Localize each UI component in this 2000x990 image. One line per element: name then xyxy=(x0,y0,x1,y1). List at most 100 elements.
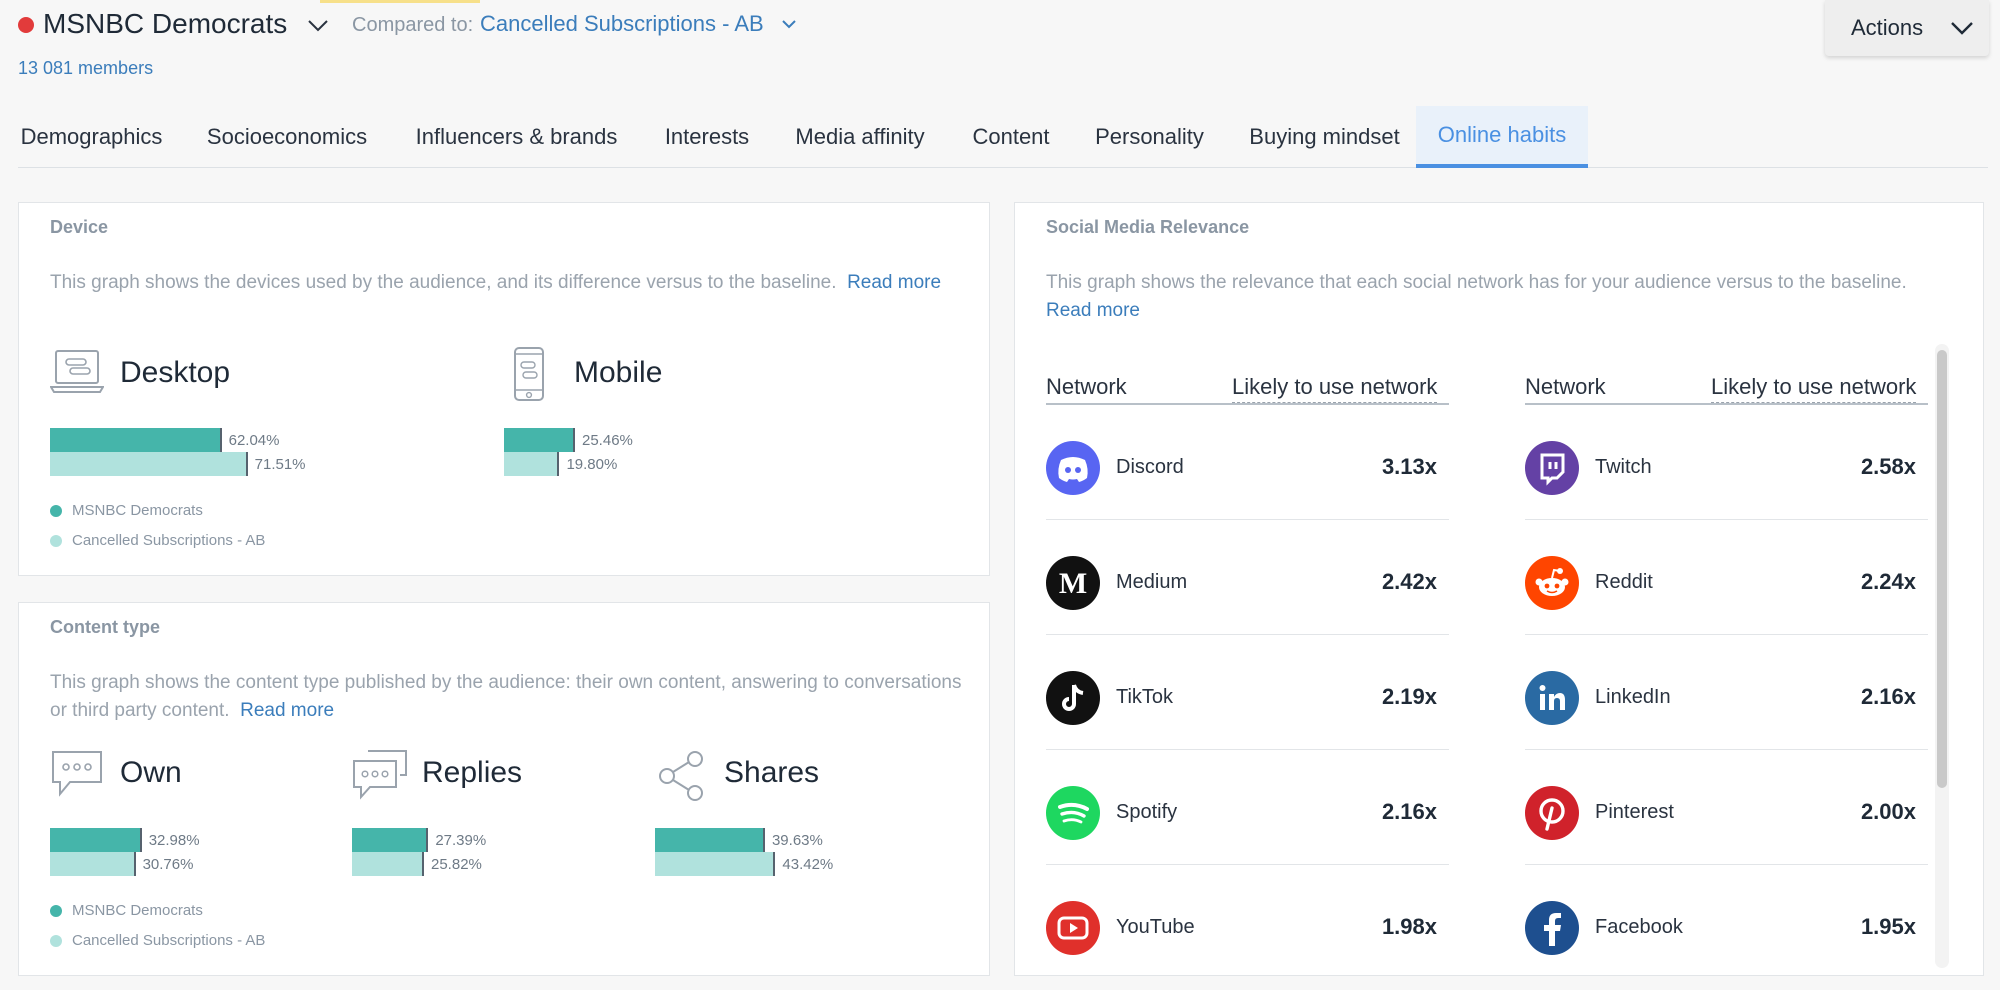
read-more-link[interactable]: Read more xyxy=(240,700,335,721)
column-header-likely[interactable]: Likely to use network xyxy=(1711,374,1917,403)
shares-bar-primary xyxy=(655,828,764,852)
tab-content[interactable]: Content xyxy=(972,124,1050,149)
mobile-bar-primary xyxy=(504,428,574,452)
tab-demographics[interactable]: Demographics xyxy=(20,124,163,149)
members-count[interactable]: 13 081 members xyxy=(18,58,154,78)
speech-bubble-icon xyxy=(52,751,102,797)
tiktok-icon xyxy=(1046,671,1100,725)
shares-bar-baseline xyxy=(655,852,775,876)
bar-end-tick xyxy=(426,828,429,852)
legend-item-baseline: Cancelled Subscriptions - AB xyxy=(50,532,265,549)
tab-media-affinity[interactable]: Media affinity xyxy=(795,124,925,149)
card-description: This graph shows the devices used by the… xyxy=(50,269,970,297)
tab-personality[interactable]: Personality xyxy=(1095,124,1204,149)
conversation-icon xyxy=(353,750,407,800)
chevron-down-icon[interactable] xyxy=(780,15,798,33)
share-icon xyxy=(659,751,703,801)
legend-label: MSNBC Democrats xyxy=(72,902,203,919)
network-row-tiktok[interactable]: TikTok 2.19x xyxy=(1046,635,1449,750)
network-row-spotify[interactable]: Spotify 2.16x xyxy=(1046,750,1449,865)
legend-dot xyxy=(50,934,62,947)
network-row-twitch[interactable]: Twitch 2.58x xyxy=(1525,405,1928,520)
column-header-likely[interactable]: Likely to use network xyxy=(1232,374,1438,403)
reddit-icon xyxy=(1525,556,1579,610)
bar-end-tick xyxy=(245,452,248,476)
legend-label: Cancelled Subscriptions - AB xyxy=(72,532,266,549)
tab-interests[interactable]: Interests xyxy=(664,124,750,149)
network-row-medium[interactable]: M Medium 2.42x xyxy=(1046,520,1449,635)
network-row-youtube[interactable]: YouTube 1.98x xyxy=(1046,865,1449,980)
network-name: TikTok xyxy=(1116,686,1174,708)
network-row-reddit[interactable]: Reddit 2.24x xyxy=(1525,520,1928,635)
replies-label: Replies xyxy=(422,756,523,789)
bar-end-tick xyxy=(219,428,222,452)
replies-bar-baseline xyxy=(352,852,423,876)
header: MSNBC Democrats Compared to: Cancelled S… xyxy=(0,0,2000,170)
description-text: This graph shows the content type publis… xyxy=(50,672,962,721)
youtube-icon xyxy=(1046,901,1100,955)
network-name: Reddit xyxy=(1595,571,1653,593)
own-baseline-value: 30.76% xyxy=(142,856,194,873)
network-value: 2.00x xyxy=(1860,799,1916,824)
legend-dot xyxy=(50,534,62,547)
network-row-linkedin[interactable]: LinkedIn 2.16x xyxy=(1525,635,1928,750)
header-divider xyxy=(1525,403,1928,405)
network-row-pinterest[interactable]: Pinterest 2.00x xyxy=(1525,750,1928,865)
network-name: Medium xyxy=(1116,571,1188,593)
mobile-primary-value: 25.46% xyxy=(582,432,633,449)
read-more-link[interactable]: Read more xyxy=(1046,300,1140,321)
network-value: 2.19x xyxy=(1381,684,1437,709)
content-type-card: Content type This graph shows the conten… xyxy=(18,602,990,976)
compared-segment[interactable]: Cancelled Subscriptions - AB xyxy=(480,11,764,36)
bar-end-tick xyxy=(762,828,765,852)
highlight-line xyxy=(320,0,480,3)
tab-buying-mindset[interactable]: Buying mindset xyxy=(1249,124,1400,149)
segment-color-dot xyxy=(18,17,34,33)
social-media-card: Social Media Relevance This graph shows … xyxy=(1014,202,1984,976)
card-description: This graph shows the relevance that each… xyxy=(1046,269,1946,325)
mobile-label: Mobile xyxy=(574,356,663,389)
chevron-down-icon[interactable] xyxy=(305,12,331,38)
network-row-facebook[interactable]: Facebook 1.95x xyxy=(1525,865,1928,980)
replies-primary-value: 27.39% xyxy=(435,832,487,849)
tab-online-habits[interactable]: Online habits xyxy=(1416,106,1588,168)
spotify-icon xyxy=(1046,786,1100,840)
mobile-baseline-value: 19.80% xyxy=(566,456,618,473)
legend-item-primary: MSNBC Democrats xyxy=(50,902,203,919)
read-more-link[interactable]: Read more xyxy=(847,272,942,293)
legend-label: Cancelled Subscriptions - AB xyxy=(72,932,266,949)
bar-end-tick xyxy=(557,452,560,476)
column-header-network[interactable]: Network xyxy=(1046,374,1127,399)
network-value: 2.58x xyxy=(1860,454,1916,479)
shares-primary-value: 39.63% xyxy=(771,832,823,849)
discord-icon xyxy=(1046,441,1100,495)
laptop-icon xyxy=(50,350,104,393)
network-row-discord[interactable]: Discord 3.13x xyxy=(1046,405,1449,520)
twitch-icon xyxy=(1525,441,1579,495)
actions-label: Actions xyxy=(1851,15,1924,40)
network-value: 2.24x xyxy=(1860,569,1916,594)
network-value: 2.16x xyxy=(1860,684,1916,709)
own-primary-value: 32.98% xyxy=(148,832,200,849)
bar-end-tick xyxy=(422,852,424,876)
bar-end-tick xyxy=(133,852,136,876)
own-bar-primary xyxy=(50,828,141,852)
segment-name[interactable]: MSNBC Democrats xyxy=(43,8,288,39)
tab-socioeconomics[interactable]: Socioeconomics xyxy=(206,124,368,149)
legend-label: MSNBC Democrats xyxy=(72,502,203,519)
shares-label: Shares xyxy=(724,756,820,789)
description-text: This graph shows the relevance that each… xyxy=(1046,272,1907,293)
scrollbar-thumb[interactable] xyxy=(1937,350,1947,788)
network-value: 3.13x xyxy=(1381,454,1437,479)
legend-dot xyxy=(50,904,62,917)
tab-influencers-brands[interactable]: Influencers & brands xyxy=(415,124,618,149)
network-name: Spotify xyxy=(1116,801,1178,823)
actions-button[interactable]: Actions xyxy=(1825,0,1989,56)
network-value: 2.42x xyxy=(1381,569,1437,594)
replies-bar-primary xyxy=(352,828,428,852)
card-title: Device xyxy=(50,217,109,237)
card-title: Content type xyxy=(50,617,160,637)
column-header-network[interactable]: Network xyxy=(1525,374,1606,399)
medium-icon: M xyxy=(1046,556,1100,610)
